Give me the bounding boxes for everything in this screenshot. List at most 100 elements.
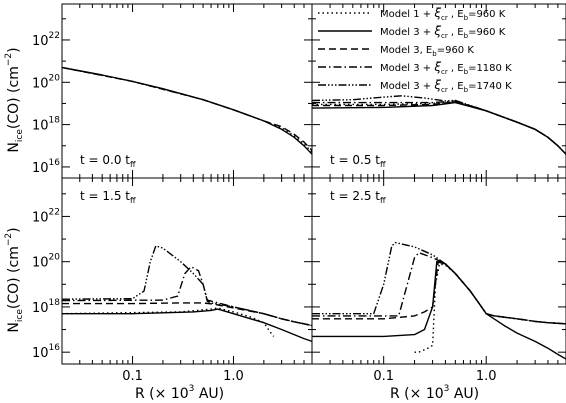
y-tick-base: 10 [32,301,49,316]
y-axis-label-unit-close: ) [6,47,22,52]
legend-val: =960 K [437,45,475,56]
y-axis-label-unit-close: ) [6,227,22,232]
panel-frame [61,3,313,179]
legend-xi: ξ [433,60,441,74]
series-line-3 [312,261,566,325]
y-tick-base: 10 [32,161,49,176]
legend-val: =1740 K [468,81,512,92]
y-axis-label-rest: (CO) (cm [6,246,22,309]
panel-time-text: t = 0.0 t [80,153,130,167]
y-axis-label-unit-exp: −2 [4,233,14,246]
legend-text-main: Model 1 + [380,9,434,20]
y-tick-exp: 20 [49,73,61,83]
y-tick-base: 10 [32,119,49,134]
panel-time-label: t = 0.5 tff [330,153,386,169]
legend-entry-2: Model 3 + ξcr , Eb=960 K [380,24,506,40]
panel-frame [311,177,566,365]
series-line-1 [312,101,566,155]
series-line-2 [312,261,566,360]
legend-text-main: Model 3 + [380,27,434,38]
x-tick-label: 1.0 [476,369,497,384]
y-tick-label: 1022 [32,31,60,49]
x-axis-label-exp: 3 [444,384,450,394]
y-axis-label-main: N [6,322,22,332]
y-tick-exp: 22 [49,31,60,41]
x-tick-label: 0.1 [373,369,394,384]
y-tick-exp: 18 [49,116,61,126]
panel-time-text: t = 0.5 t [330,153,380,167]
legend-xi-sub: cr [441,86,448,94]
y-axis-label-sub: ice [15,129,25,142]
x-axis-label: R (× 103 AU) [135,384,224,402]
y-tick-base: 10 [32,256,49,271]
panel-time-text: t = 2.5 t [330,189,380,203]
legend-eb: , E [448,63,464,74]
legend-text-main: Model 3 + [380,81,434,92]
legend-entry-5: Model 3 + ξcr , Eb=1740 K [380,78,512,94]
legend-eb-sub: b [432,50,437,58]
legend-val: =1180 K [468,63,512,74]
panel-3: t = 1.5 tff [61,177,313,365]
y-axis-label-rest: (CO) (cm [6,66,22,129]
y-axis-label-group: Nice(CO) (cm−2) [4,227,25,332]
series-line-2 [62,308,313,343]
panel-time-label: t = 2.5 tff [330,189,386,205]
legend-xi: ξ [433,78,441,92]
y-tick-label: 1018 [32,116,60,134]
x-axis-label-exp: 3 [189,384,195,394]
x-axis-label-main: R (× 10 [135,386,189,402]
legend-xi-sub: cr [441,14,448,22]
legend-text-main: Model 3, E [380,45,432,56]
x-axis-label-unit: AU) [449,386,479,402]
legend-entry-4: Model 3 + ξcr , Eb=1180 K [380,60,512,76]
y-tick-label: 1016 [32,343,60,361]
y-tick-base: 10 [32,210,49,225]
series-line-4 [312,100,566,155]
legend-xi-sub: cr [441,32,448,40]
y-tick-exp: 16 [49,343,61,353]
panel-time-sub: ff [130,196,136,205]
panel-2: t = 0.5 tff [311,3,566,179]
panel-1: t = 0.0 tff [61,3,313,179]
y-axis-label: Nice(CO) (cm−2) [4,47,25,152]
panel-time-text: t = 1.5 t [80,189,130,203]
y-axis-label-main: N [6,142,22,152]
y-tick-label: 1022 [32,207,60,225]
y-tick-base: 10 [32,346,49,361]
y-tick-exp: 18 [49,298,61,308]
y-axis-label-sub: ice [15,309,25,322]
legend-eb: , E [448,27,464,38]
y-tick-base: 10 [32,76,49,91]
series-line-2 [311,101,566,155]
y-tick-exp: 16 [49,158,61,168]
panel-time-label: t = 1.5 tff [80,189,136,205]
y-axis-label: Nice(CO) (cm−2) [4,227,25,332]
panel-time-label: t = 0.0 tff [80,153,136,169]
legend-eb-sub: b [464,68,469,76]
y-tick-base: 10 [32,34,49,49]
x-axis-label-main: R (× 10 [390,386,444,402]
series-line-1 [61,66,313,153]
legend-entry-1: Model 1 + ξcr , Eb=960 K [380,6,506,22]
series-line-5 [312,241,566,325]
legend-val: =960 K [468,9,506,20]
y-tick-label: 1020 [32,253,60,271]
legend-entry-3: Model 3, Eb=960 K [380,45,474,58]
legend-val: =960 K [468,27,506,38]
y-tick-exp: 22 [49,207,60,217]
panel-4: t = 2.5 tff [311,177,566,365]
panel-time-sub: ff [380,160,386,169]
x-tick-label: 1.0 [223,369,244,384]
series-line-1 [61,307,275,337]
x-tick-label: 0.1 [122,369,143,384]
legend-text-main: Model 3 + [380,63,434,74]
series-line-3 [62,302,313,327]
y-axis-label-group: Nice(CO) (cm−2) [4,47,25,152]
y-tick-label: 1020 [32,73,60,91]
legend-xi: ξ [433,6,441,20]
series-line-3 [61,66,313,151]
legend-eb: , E [448,81,464,92]
legend-eb: , E [448,9,464,20]
legend-eb-sub: b [464,86,469,94]
